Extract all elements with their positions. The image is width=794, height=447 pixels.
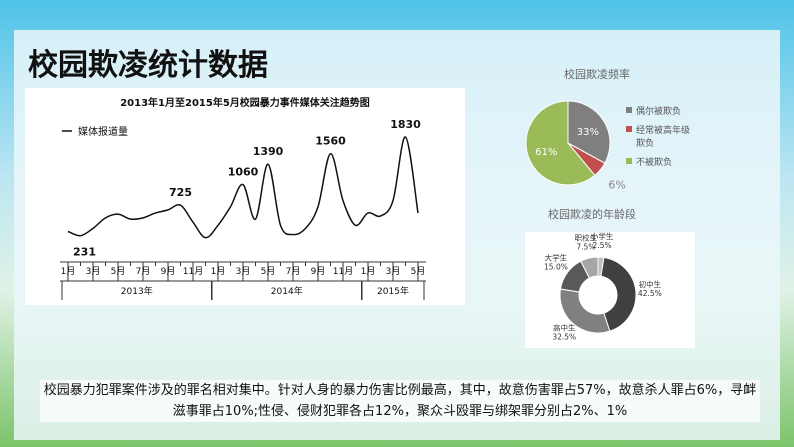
line-panel	[25, 88, 465, 305]
x-tick-label: 3月	[386, 266, 401, 277]
chart-title: 校园欺凌的年龄段	[548, 207, 636, 221]
x-tick-label: 5月	[111, 266, 126, 277]
category-label: 小学生	[591, 231, 614, 241]
data-label: 33%	[577, 127, 599, 138]
data-label: 6%	[608, 179, 625, 192]
category-label: 初中生	[639, 279, 662, 289]
donut-slice	[559, 288, 611, 334]
data-label: 1060	[228, 166, 259, 179]
category-label: 职校生	[575, 232, 598, 242]
data-label: 1390	[253, 145, 284, 158]
legend-label: 经常被高年级欺负	[636, 126, 691, 149]
group-label: 2014年	[271, 285, 303, 297]
x-tick-label: 3月	[86, 266, 101, 277]
data-label: 1560	[315, 135, 346, 148]
x-tick-label: 7月	[136, 266, 151, 277]
legend-swatch	[626, 107, 632, 113]
x-tick-label: 7月	[286, 266, 301, 277]
donut-slice	[600, 256, 637, 332]
category-label: 大学生	[545, 252, 568, 262]
line	[67, 136, 419, 239]
legend-item: 经常被高年级欺负	[626, 123, 698, 149]
legend-item: 偶尔被欺负	[626, 104, 698, 117]
data-label: 42.5%	[638, 289, 662, 298]
x-tick-label: 9月	[311, 266, 326, 277]
legend-swatch	[626, 158, 632, 164]
data-label: 725	[169, 186, 192, 199]
x-tick-label: 11月	[333, 266, 353, 277]
slide-title: 校园欺凌统计数据	[28, 48, 268, 83]
data-label: 32.5%	[552, 333, 576, 342]
data-label: 15.0%	[544, 262, 568, 271]
x-tick-label: 1月	[361, 266, 376, 277]
x-tick-label: 5月	[411, 266, 426, 277]
group-label: 2015年	[377, 285, 409, 297]
x-tick-label: 1月	[211, 266, 226, 277]
pie-slice	[567, 100, 611, 164]
category-label: 高中生	[553, 323, 576, 333]
group-label: 2013年	[121, 285, 153, 297]
data-label: 61%	[535, 147, 557, 158]
chart-title: 2013年1月至2015年5月校园暴力事件媒体关注趋势图	[120, 96, 370, 109]
x-tick-label: 3月	[236, 266, 251, 277]
data-label: 2.5%	[593, 241, 612, 250]
donut-slice	[580, 256, 599, 279]
legend-label: 偶尔被欺负	[636, 107, 682, 117]
data-label: 231	[73, 246, 96, 259]
caption: 校园暴力犯罪案件涉及的罪名相对集中。针对人身的暴力伤害比例最高，其中，故意伤害罪…	[40, 380, 760, 422]
chart-title: 校园欺凌频率	[564, 67, 630, 81]
x-tick-label: 5月	[261, 266, 276, 277]
legend-item: 不被欺负	[626, 155, 698, 168]
pie-legend: 偶尔被欺负经常被高年级欺负不被欺负	[626, 104, 698, 174]
data-label: 1830	[390, 118, 421, 131]
legend-swatch	[626, 126, 632, 132]
x-tick-label: 9月	[161, 266, 176, 277]
pie-slice	[525, 100, 596, 186]
x-tick-label: 1月	[61, 266, 76, 277]
x-tick-label: 11月	[183, 266, 203, 277]
data-label: 7.5%	[576, 242, 595, 251]
legend-label: 不被欺负	[636, 158, 673, 168]
legend-label: 媒体报道量	[78, 125, 128, 138]
